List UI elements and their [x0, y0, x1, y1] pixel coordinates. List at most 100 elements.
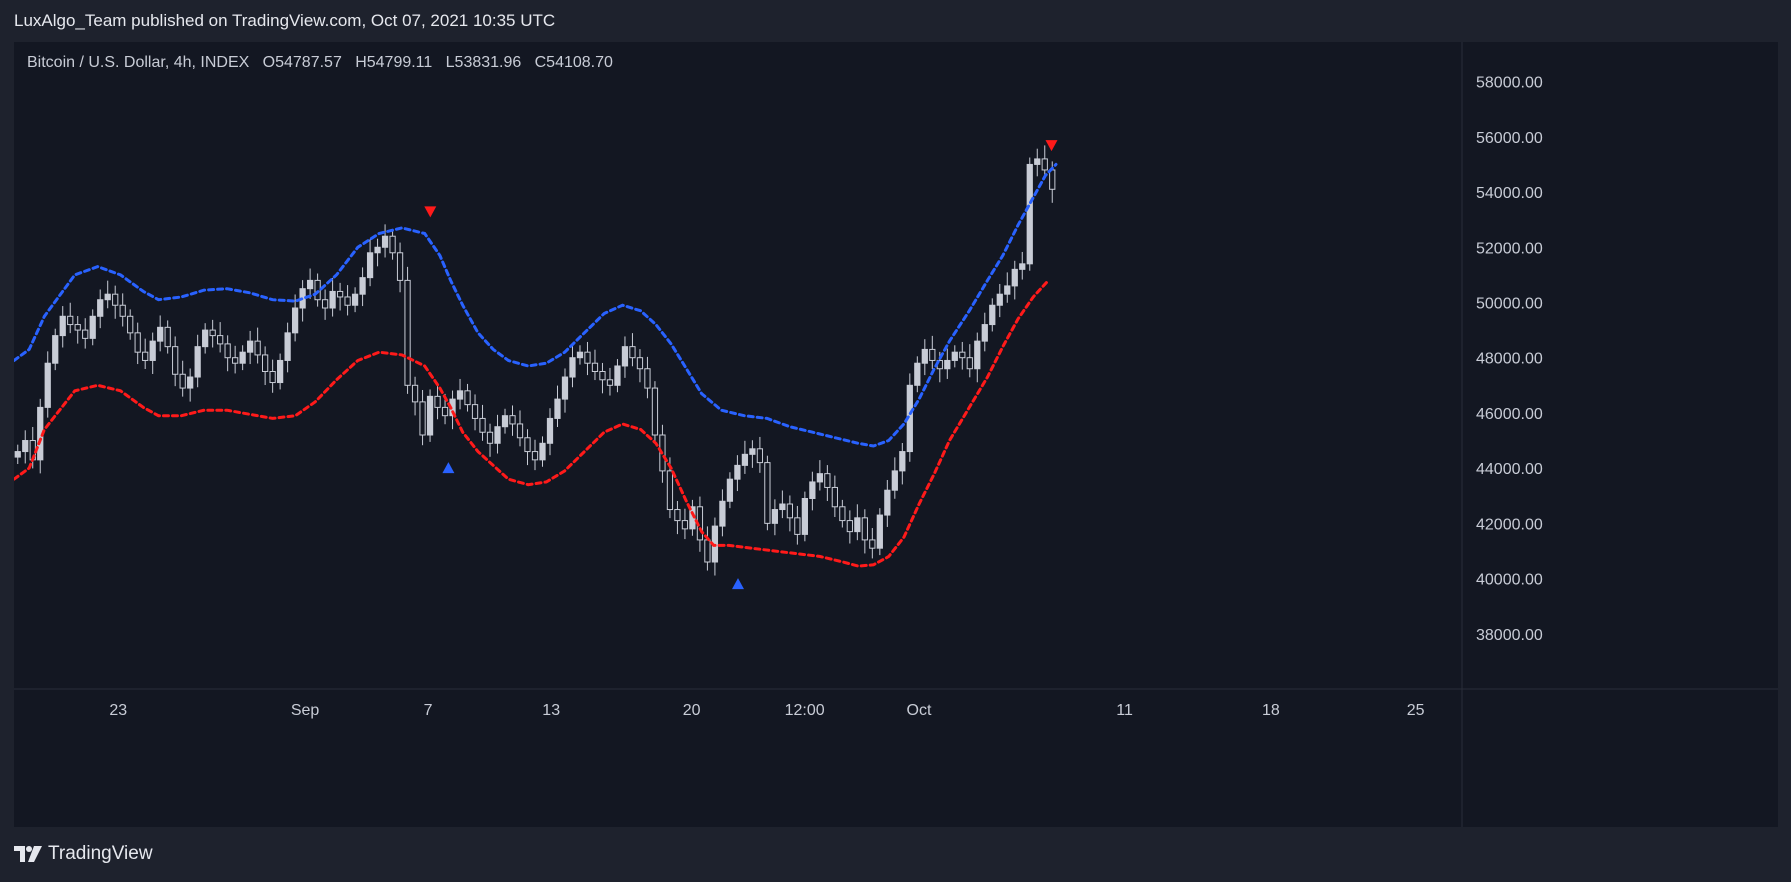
candle-body	[217, 335, 224, 345]
footer: TradingView	[0, 827, 1791, 882]
candle-body	[142, 351, 149, 361]
publish-header: LuxAlgo_Team published on TradingView.co…	[0, 0, 1791, 42]
candle-body	[509, 415, 516, 425]
candle-body	[764, 462, 771, 524]
buy-signal-marker	[442, 462, 455, 474]
candle-body	[756, 448, 764, 464]
y-tick-label: 56000.00	[1476, 130, 1543, 147]
y-tick-label: 52000.00	[1476, 240, 1543, 257]
y-tick-label: 44000.00	[1476, 461, 1543, 478]
candle-body	[381, 235, 389, 248]
candle-body	[1041, 158, 1048, 171]
candle-body	[1019, 263, 1026, 270]
y-tick-label: 46000.00	[1476, 406, 1543, 423]
candle-body	[239, 351, 246, 364]
x-tick-label: 13	[542, 702, 560, 719]
candle-body	[651, 387, 659, 436]
x-tick-label: Sep	[291, 702, 320, 719]
candle-body	[1049, 169, 1056, 190]
candle-body	[247, 340, 254, 353]
candle-body	[809, 481, 816, 500]
candle-body	[876, 514, 883, 549]
candle-body	[599, 371, 606, 381]
candle-body	[531, 451, 539, 461]
candle-body	[202, 329, 209, 348]
publish-text: LuxAlgo_Team published on TradingView.co…	[14, 11, 556, 30]
candle-body	[314, 279, 321, 301]
candle-body	[291, 307, 299, 334]
candle-body	[846, 520, 853, 533]
candle-body	[119, 304, 126, 317]
candle-body	[974, 340, 981, 370]
candle-body	[194, 346, 201, 378]
candle-body	[104, 293, 111, 301]
candle-body	[734, 464, 741, 480]
candle-body	[674, 509, 681, 522]
candle-body	[501, 415, 509, 428]
candle-body	[52, 335, 59, 364]
candle-body	[516, 423, 524, 439]
candle-body	[921, 348, 928, 364]
candle-body	[606, 379, 614, 386]
candle-body	[786, 503, 794, 519]
candle-body	[614, 365, 621, 386]
candle-body	[396, 252, 404, 281]
candle-body	[546, 417, 554, 444]
candle-body	[97, 299, 104, 317]
open-value: O54787.57	[262, 54, 342, 71]
candle-body	[584, 351, 591, 364]
price-chart[interactable]: 58000.00 56000.00 54000.00 52000.00 50000.00…	[14, 42, 1778, 827]
candle-body	[336, 290, 344, 298]
candle-body	[719, 500, 726, 527]
candle-body	[779, 503, 786, 511]
upper-band-line	[14, 162, 1058, 448]
candle-body	[839, 506, 846, 522]
tradingview-logo[interactable]: TradingView	[14, 843, 153, 865]
candle-body	[389, 235, 396, 254]
candle-body	[996, 293, 1003, 306]
candle-body	[172, 346, 179, 375]
y-tick-label: 58000.00	[1476, 75, 1543, 92]
close-value: C54108.70	[534, 54, 613, 71]
candle-body	[621, 346, 629, 367]
chart-panel[interactable]: Bitcoin / U.S. Dollar, 4h, INDEX O54787.…	[14, 42, 1778, 827]
candle-body	[374, 246, 381, 254]
sell-signal-marker	[1045, 140, 1058, 152]
candle-body	[891, 470, 898, 491]
candle-body	[1034, 158, 1041, 165]
candle-body	[704, 539, 711, 563]
candle-body	[681, 520, 689, 530]
candle-body	[67, 315, 74, 326]
candle-body	[276, 359, 284, 384]
candle-body	[269, 371, 276, 384]
candle-body	[82, 329, 89, 339]
candle-body	[351, 293, 359, 306]
candle-body	[591, 362, 599, 372]
candle-body	[494, 426, 501, 444]
symbol-legend: Bitcoin / U.S. Dollar, 4h, INDEX O54787.…	[27, 54, 613, 72]
candle-body	[187, 376, 194, 389]
candle-body	[666, 470, 674, 511]
y-tick-label: 50000.00	[1476, 295, 1543, 312]
x-tick-label: 18	[1262, 702, 1280, 719]
candle-body	[434, 395, 441, 408]
candle-body	[209, 329, 216, 337]
candle-body	[576, 351, 584, 359]
candle-body	[794, 517, 801, 535]
candle-body	[149, 340, 156, 361]
x-tick-label: Oct	[907, 702, 932, 719]
candle-body	[636, 357, 644, 370]
candle-body	[959, 351, 966, 359]
candle-body	[524, 437, 531, 453]
candle-body	[306, 279, 314, 290]
candle-body	[321, 299, 329, 309]
candle-body	[22, 440, 29, 453]
candle-body	[824, 473, 831, 488]
candle-body	[441, 406, 449, 417]
candle-body	[486, 431, 494, 444]
candle-body	[741, 453, 749, 466]
candle-body	[914, 362, 921, 386]
candle-body	[861, 517, 868, 541]
candle-body	[419, 401, 426, 436]
candle-body	[329, 290, 336, 309]
